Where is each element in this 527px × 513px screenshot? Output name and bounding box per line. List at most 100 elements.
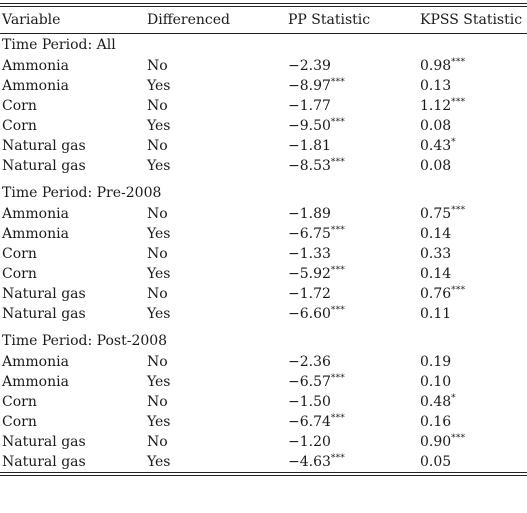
cell-differenced: Yes bbox=[147, 304, 288, 324]
pp-significance-stars: *** bbox=[331, 305, 345, 315]
pp-value: −1.50 bbox=[288, 394, 331, 410]
kpss-value: 0.08 bbox=[420, 158, 451, 174]
kpss-significance-stars: *** bbox=[451, 57, 465, 67]
header-variable: Variable bbox=[0, 7, 147, 33]
cell-variable: Ammonia bbox=[0, 56, 147, 76]
section-header-row: Time Period: Pre-2008 bbox=[0, 182, 527, 204]
cell-kpss-statistic: 0.90*** bbox=[420, 432, 527, 452]
kpss-value: 0.33 bbox=[420, 246, 451, 262]
cell-kpss-statistic: 0.10 bbox=[420, 372, 527, 392]
kpss-value: 0.14 bbox=[420, 266, 451, 282]
table-row: Ammonia No −1.89 0.75*** bbox=[0, 204, 527, 224]
table-row: Ammonia No −2.39 0.98*** bbox=[0, 56, 527, 76]
cell-differenced: Yes bbox=[147, 412, 288, 432]
cell-variable: Natural gas bbox=[0, 452, 147, 472]
cell-variable: Corn bbox=[0, 412, 147, 432]
cell-differenced: No bbox=[147, 136, 288, 156]
cell-variable: Natural gas bbox=[0, 156, 147, 176]
pp-value: −6.60 bbox=[288, 306, 331, 322]
cell-variable: Corn bbox=[0, 392, 147, 412]
kpss-significance-stars: * bbox=[451, 137, 456, 147]
kpss-value: 0.98 bbox=[420, 58, 451, 74]
pp-significance-stars: *** bbox=[331, 265, 345, 275]
cell-kpss-statistic: 0.98*** bbox=[420, 56, 527, 76]
cell-variable: Corn bbox=[0, 96, 147, 116]
cell-differenced: No bbox=[147, 56, 288, 76]
pp-significance-stars: *** bbox=[331, 157, 345, 167]
cell-differenced: No bbox=[147, 432, 288, 452]
pp-value: −4.63 bbox=[288, 454, 331, 470]
table-row: Natural gas Yes −4.63*** 0.05 bbox=[0, 452, 527, 472]
cell-variable: Corn bbox=[0, 116, 147, 136]
pp-value: −6.74 bbox=[288, 414, 331, 430]
kpss-significance-stars: * bbox=[451, 393, 456, 403]
cell-differenced: No bbox=[147, 96, 288, 116]
statistics-table-container: Variable Differenced PP Statistic KPSS S… bbox=[0, 3, 527, 476]
cell-pp-statistic: −9.50*** bbox=[288, 116, 420, 136]
cell-differenced: No bbox=[147, 352, 288, 372]
section-title: Time Period: All bbox=[0, 34, 527, 56]
cell-differenced: Yes bbox=[147, 116, 288, 136]
pp-significance-stars: *** bbox=[331, 77, 345, 87]
cell-variable: Corn bbox=[0, 244, 147, 264]
cell-differenced: No bbox=[147, 284, 288, 304]
cell-pp-statistic: −1.20 bbox=[288, 432, 420, 452]
unit-root-test-table: Variable Differenced PP Statistic KPSS S… bbox=[0, 7, 527, 33]
bottom-double-rule bbox=[0, 472, 527, 476]
kpss-value: 0.08 bbox=[420, 118, 451, 134]
cell-kpss-statistic: 0.08 bbox=[420, 156, 527, 176]
cell-pp-statistic: −1.81 bbox=[288, 136, 420, 156]
cell-variable: Ammonia bbox=[0, 352, 147, 372]
cell-differenced: Yes bbox=[147, 76, 288, 96]
cell-variable: Ammonia bbox=[0, 76, 147, 96]
kpss-value: 0.13 bbox=[420, 78, 451, 94]
cell-kpss-statistic: 0.16 bbox=[420, 412, 527, 432]
cell-pp-statistic: −1.72 bbox=[288, 284, 420, 304]
table-row: Ammonia Yes −8.97*** 0.13 bbox=[0, 76, 527, 96]
table-row: Corn Yes −6.74*** 0.16 bbox=[0, 412, 527, 432]
cell-variable: Corn bbox=[0, 264, 147, 284]
pp-value: −1.89 bbox=[288, 206, 331, 222]
pp-value: −8.53 bbox=[288, 158, 331, 174]
cell-pp-statistic: −1.50 bbox=[288, 392, 420, 412]
pp-value: −2.39 bbox=[288, 58, 331, 74]
cell-kpss-statistic: 0.14 bbox=[420, 264, 527, 284]
kpss-value: 0.43 bbox=[420, 138, 451, 154]
table-row: Natural gas No −1.72 0.76*** bbox=[0, 284, 527, 304]
cell-differenced: No bbox=[147, 204, 288, 224]
pp-value: −1.20 bbox=[288, 434, 331, 450]
cell-pp-statistic: −6.57*** bbox=[288, 372, 420, 392]
cell-pp-statistic: −1.89 bbox=[288, 204, 420, 224]
kpss-significance-stars: *** bbox=[451, 285, 465, 295]
kpss-value: 0.10 bbox=[420, 374, 451, 390]
table-row: Natural gas Yes −6.60*** 0.11 bbox=[0, 304, 527, 324]
cell-variable: Ammonia bbox=[0, 372, 147, 392]
cell-pp-statistic: −1.77 bbox=[288, 96, 420, 116]
table-row: Corn No −1.50 0.48* bbox=[0, 392, 527, 412]
cell-differenced: Yes bbox=[147, 372, 288, 392]
cell-kpss-statistic: 0.48* bbox=[420, 392, 527, 412]
cell-kpss-statistic: 0.13 bbox=[420, 76, 527, 96]
cell-variable: Natural gas bbox=[0, 304, 147, 324]
cell-kpss-statistic: 0.19 bbox=[420, 352, 527, 372]
kpss-value: 0.11 bbox=[420, 306, 451, 322]
pp-value: −8.97 bbox=[288, 78, 331, 94]
header-differenced: Differenced bbox=[147, 7, 288, 33]
kpss-value: 0.76 bbox=[420, 286, 451, 302]
kpss-significance-stars: *** bbox=[451, 205, 465, 215]
cell-variable: Natural gas bbox=[0, 284, 147, 304]
header-kpss-statistic: KPSS Statistic bbox=[420, 7, 527, 33]
cell-differenced: No bbox=[147, 392, 288, 412]
pp-significance-stars: *** bbox=[331, 225, 345, 235]
header-pp-statistic: PP Statistic bbox=[288, 7, 420, 33]
table-row: Corn No −1.77 1.12*** bbox=[0, 96, 527, 116]
kpss-value: 0.19 bbox=[420, 354, 451, 370]
table-row: Ammonia Yes −6.57*** 0.10 bbox=[0, 372, 527, 392]
table-row: Corn No −1.33 0.33 bbox=[0, 244, 527, 264]
table-row: Corn Yes −9.50*** 0.08 bbox=[0, 116, 527, 136]
cell-kpss-statistic: 0.33 bbox=[420, 244, 527, 264]
pp-significance-stars: *** bbox=[331, 373, 345, 383]
cell-kpss-statistic: 0.43* bbox=[420, 136, 527, 156]
pp-value: −1.72 bbox=[288, 286, 331, 302]
table-row: Ammonia Yes −6.75*** 0.14 bbox=[0, 224, 527, 244]
